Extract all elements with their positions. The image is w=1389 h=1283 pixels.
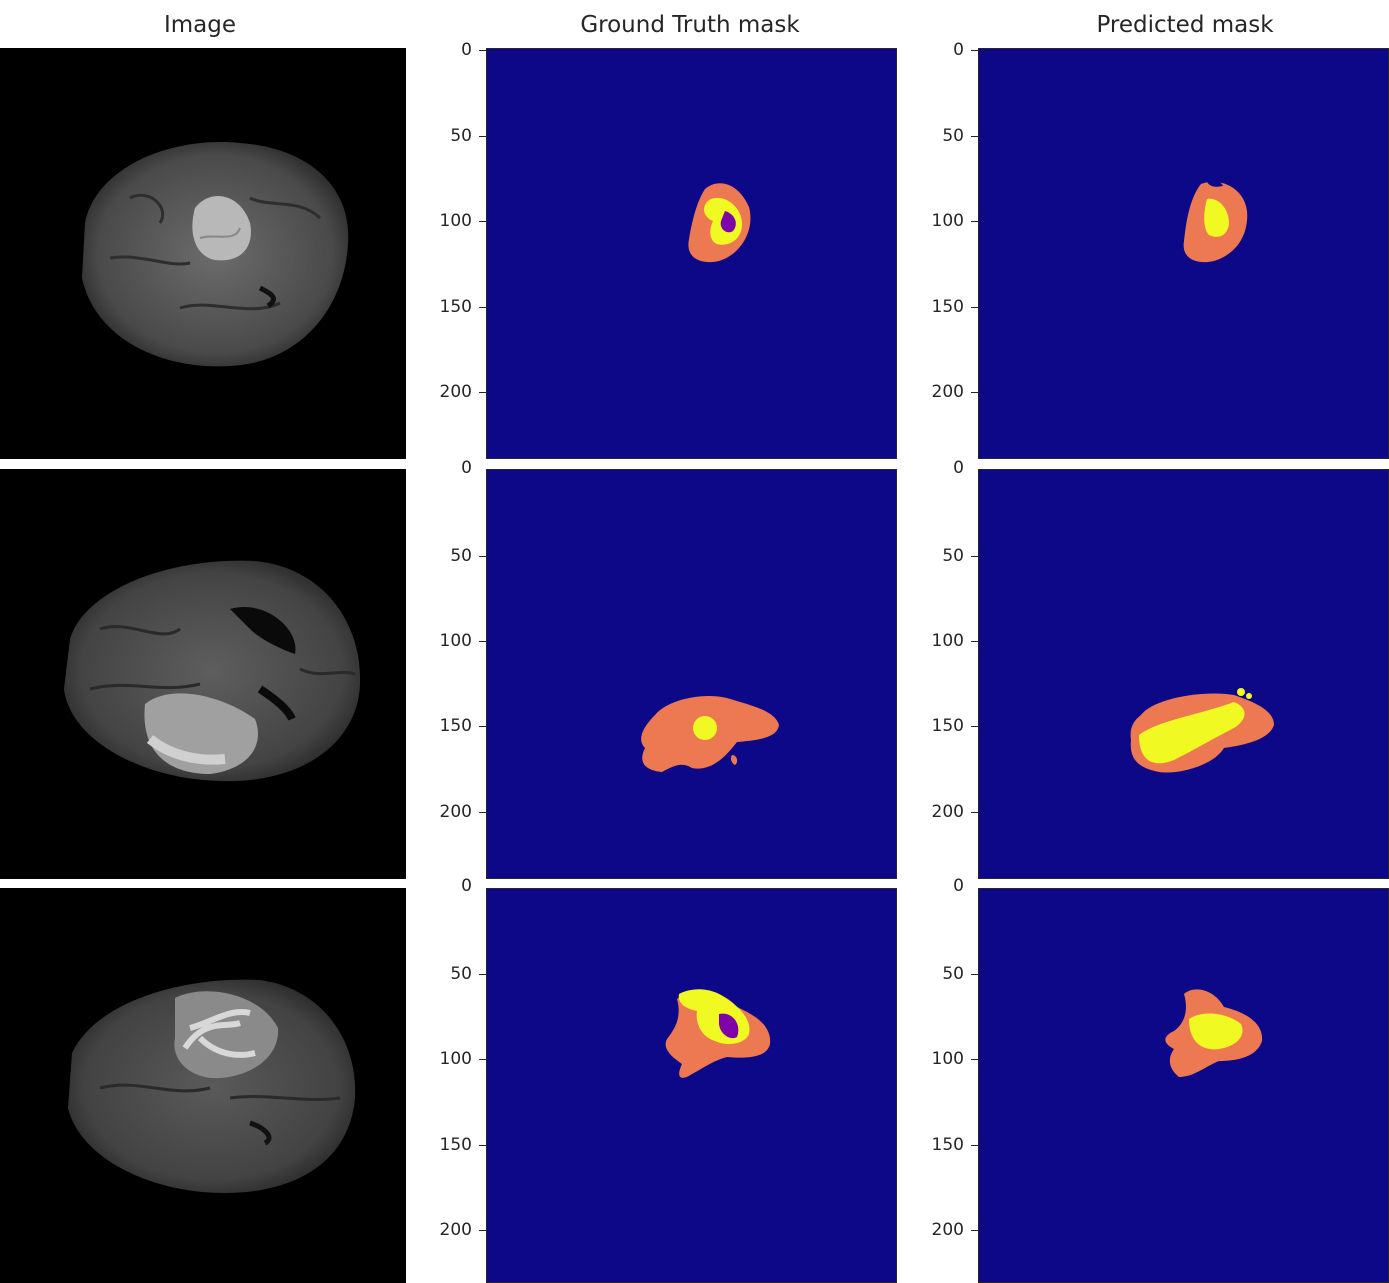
pred-row3-tick-0: 0	[953, 876, 964, 896]
gt-row2-tick-50: 50	[450, 546, 472, 566]
tick-mark	[479, 50, 486, 51]
tick-mark	[971, 1059, 978, 1060]
tick-mark	[971, 1145, 978, 1146]
pred-row1-tick-100: 100	[931, 211, 964, 231]
tick-mark	[971, 641, 978, 642]
mri-image-row-1	[0, 48, 406, 459]
gt-row2-tick-150: 150	[439, 716, 472, 736]
tick-mark	[479, 1230, 486, 1231]
tick-mark	[971, 307, 978, 308]
gt-row2-tick-100: 100	[439, 631, 472, 651]
predicted-mask-row-2	[978, 469, 1389, 879]
gt-row1-tick-200: 200	[439, 382, 472, 402]
pred-row2-tick-100: 100	[931, 631, 964, 651]
ground-truth-mask-row-2	[486, 469, 897, 879]
pred-row2-tick-150: 150	[931, 716, 964, 736]
tick-mark	[479, 556, 486, 557]
tick-mark	[971, 221, 978, 222]
gt-row1-tick-100: 100	[439, 211, 472, 231]
tick-mark	[971, 1230, 978, 1231]
pred-row3-tick-200: 200	[931, 1220, 964, 1240]
predicted-mask-row-1	[978, 48, 1389, 459]
pred-row3-tick-100: 100	[931, 1049, 964, 1069]
tick-mark	[971, 974, 978, 975]
tick-mark	[971, 136, 978, 137]
gt-row3-tick-100: 100	[439, 1049, 472, 1069]
predicted-mask-column-title: Predicted mask	[1096, 12, 1274, 38]
gt-row3-tick-150: 150	[439, 1135, 472, 1155]
tick-mark	[479, 392, 486, 393]
pred-row2-tick-50: 50	[942, 546, 964, 566]
tick-mark	[971, 50, 978, 51]
mri-image-row-3	[0, 888, 406, 1283]
gt-row3-tick-50: 50	[450, 964, 472, 984]
tick-mark	[971, 726, 978, 727]
gt-row3-tick-200: 200	[439, 1220, 472, 1240]
tick-mark	[479, 641, 486, 642]
pred-row1-tick-50: 50	[942, 126, 964, 146]
gt-row1-tick-0: 0	[461, 40, 472, 60]
ground-truth-mask-row-3	[486, 888, 897, 1283]
gt-row1-tick-50: 50	[450, 126, 472, 146]
tick-mark	[971, 392, 978, 393]
image-column-title: Image	[163, 12, 237, 38]
tick-mark	[479, 221, 486, 222]
tick-mark	[971, 556, 978, 557]
mri-image-row-2	[0, 469, 406, 879]
pred-row3-tick-150: 150	[931, 1135, 964, 1155]
gt-row2-tick-200: 200	[439, 802, 472, 822]
tick-mark	[479, 726, 486, 727]
pred-row2-tick-200: 200	[931, 802, 964, 822]
pred-row3-tick-50: 50	[942, 964, 964, 984]
tick-mark	[479, 1059, 486, 1060]
tick-mark	[479, 812, 486, 813]
pred-row1-tick-0: 0	[953, 40, 964, 60]
gt-row1-tick-150: 150	[439, 297, 472, 317]
tick-mark	[479, 974, 486, 975]
gt-row2-tick-0: 0	[461, 458, 472, 478]
ground-truth-mask-row-1	[486, 48, 897, 459]
tick-mark	[971, 812, 978, 813]
predicted-mask-row-3	[978, 888, 1389, 1283]
tick-mark	[479, 1145, 486, 1146]
pred-row2-tick-0: 0	[953, 458, 964, 478]
tick-mark	[479, 136, 486, 137]
ground-truth-column-title: Ground Truth mask	[580, 12, 800, 38]
pred-row1-tick-200: 200	[931, 382, 964, 402]
gt-row3-tick-0: 0	[461, 876, 472, 896]
tick-mark	[479, 307, 486, 308]
pred-row1-tick-150: 150	[931, 297, 964, 317]
